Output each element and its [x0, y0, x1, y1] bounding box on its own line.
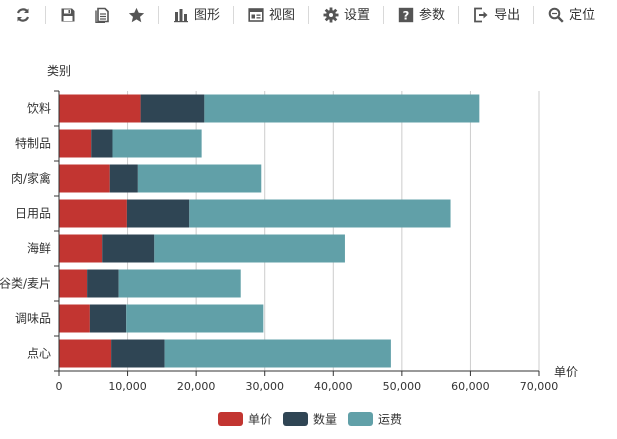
bar-segment[interactable]	[59, 164, 110, 193]
legend-label: 运费	[378, 413, 402, 427]
locate-button[interactable]: 定位	[539, 3, 603, 27]
category-label: 点心	[27, 347, 51, 361]
category-label: 特制品	[15, 136, 51, 151]
bar-segment[interactable]	[59, 199, 127, 228]
bar-segment[interactable]	[59, 94, 141, 123]
star-icon	[127, 6, 145, 24]
bar-segment[interactable]	[59, 129, 92, 158]
view-label: 视图	[269, 7, 296, 23]
toolbar-separator	[158, 6, 159, 24]
bar-segment[interactable]	[126, 199, 190, 228]
bar-segment[interactable]	[59, 304, 90, 333]
x-tick-label: 10,000	[108, 380, 147, 393]
toolbar-separator	[458, 6, 460, 24]
category-label: 调味品	[15, 312, 51, 326]
y-axis-title: 类别	[47, 64, 71, 78]
legend-item[interactable]: 数量	[283, 412, 337, 427]
question-icon: ?	[397, 6, 415, 24]
chart-area: 饮料特制品肉/家禽日用品海鲜谷类/麦片调味品点心 0 10,000 20,000 30,…	[0, 30, 617, 435]
x-tick-label: 60,000	[451, 380, 490, 393]
export-label: 导出	[494, 7, 521, 23]
toolbar-separator	[45, 6, 46, 24]
document-icon	[93, 6, 111, 24]
category-label: 谷类/麦片	[0, 277, 51, 291]
toolbar-separator	[383, 6, 385, 24]
legend: 单价 数量 运费	[218, 412, 402, 427]
legend-label: 数量	[313, 412, 337, 427]
category-label: 日用品	[15, 207, 51, 221]
bar-segment[interactable]	[59, 269, 88, 298]
legend-swatch	[348, 412, 373, 426]
params-label: 参数	[419, 7, 446, 23]
bar-segment[interactable]	[59, 339, 112, 368]
refresh-button[interactable]	[6, 3, 40, 27]
bar-segment[interactable]	[87, 269, 119, 298]
svg-text:?: ?	[403, 8, 410, 22]
x-tick-label: 50,000	[383, 380, 422, 393]
save-icon	[59, 6, 77, 24]
chart-type-label: 图形	[194, 7, 221, 23]
bar-segment[interactable]	[102, 234, 155, 263]
search-icon	[547, 6, 565, 24]
chart-type-button[interactable]: 图形	[164, 3, 228, 27]
toolbar-separator	[533, 6, 535, 24]
bar-segment[interactable]	[140, 94, 205, 123]
bar-segment[interactable]	[118, 269, 241, 298]
bar-segment[interactable]	[112, 129, 202, 158]
bars	[59, 94, 480, 368]
params-button[interactable]: ? 参数	[389, 3, 453, 27]
x-tick-label: 40,000	[314, 380, 353, 393]
gear-icon	[322, 6, 340, 24]
favorite-button[interactable]	[119, 3, 153, 27]
locate-label: 定位	[569, 7, 596, 23]
view-button[interactable]: 视图	[239, 3, 303, 27]
legend-swatch	[283, 412, 308, 426]
legend-item[interactable]: 单价	[218, 412, 272, 427]
x-tick-label: 20,000	[177, 380, 216, 393]
legend-swatch	[218, 412, 243, 426]
refresh-icon	[14, 6, 32, 24]
bar-segment[interactable]	[89, 304, 127, 333]
bar-segment[interactable]	[189, 199, 451, 228]
export-icon	[472, 6, 490, 24]
settings-button[interactable]: 设置	[314, 3, 378, 27]
category-label: 肉/家禽	[11, 171, 51, 186]
document-button[interactable]	[85, 3, 119, 27]
legend-item[interactable]: 运费	[348, 412, 402, 427]
bar-segment[interactable]	[154, 234, 345, 263]
category-label: 饮料	[27, 102, 51, 116]
x-axis-title: 单价	[554, 365, 578, 379]
bar-segment[interactable]	[59, 234, 103, 263]
bar-segment[interactable]	[111, 339, 165, 368]
bar-segment[interactable]	[109, 164, 138, 193]
chart-toolbar: 图形 视图	[0, 0, 617, 30]
bar-segment[interactable]	[137, 164, 262, 193]
save-button[interactable]	[51, 3, 85, 27]
x-tick-label: 70,000	[520, 380, 559, 393]
x-tick-label: 0	[56, 380, 63, 393]
toolbar-separator	[308, 6, 310, 24]
bar-chart-icon	[172, 6, 190, 24]
x-tick-label: 30,000	[245, 380, 284, 393]
bar-segment[interactable]	[204, 94, 480, 123]
bar-segment[interactable]	[91, 129, 113, 158]
bar-segment[interactable]	[164, 339, 391, 368]
export-button[interactable]: 导出	[464, 3, 528, 27]
settings-label: 设置	[344, 7, 371, 23]
view-icon	[247, 6, 265, 24]
bar-segment[interactable]	[126, 304, 264, 333]
category-label: 海鲜	[27, 241, 51, 256]
legend-label: 单价	[248, 413, 272, 427]
toolbar-separator	[233, 6, 235, 24]
